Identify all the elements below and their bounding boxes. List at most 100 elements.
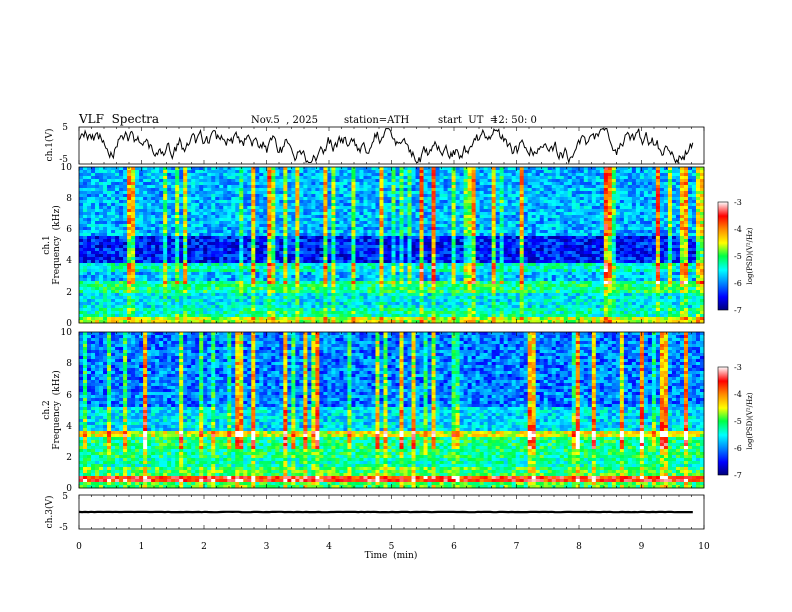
spectrogram-cell (279, 206, 284, 210)
spectrogram-cell (339, 182, 344, 186)
spectrogram-cell (463, 200, 469, 204)
spectrogram-cell (459, 257, 465, 261)
spectrogram-cell (191, 209, 196, 213)
spectrogram-cell (571, 203, 577, 207)
spectrogram-cell (355, 182, 360, 186)
spectrogram-cell (531, 245, 537, 249)
spectrogram-cell (143, 188, 148, 192)
spectrogram-cell (287, 167, 292, 171)
spectrogram-cell (627, 182, 633, 186)
spectrogram-cell (667, 170, 673, 174)
spectrogram-cell (635, 215, 641, 219)
spectrogram-cell (451, 224, 457, 228)
spectrogram-cell (647, 215, 653, 219)
spectrogram-cell (307, 230, 312, 234)
spectrogram-cell (91, 242, 96, 246)
spectrogram-cell (79, 203, 84, 207)
spectrogram-cell (359, 191, 364, 195)
spectrogram-cell (543, 194, 549, 198)
spectrogram-cell (327, 260, 332, 264)
spectrogram-cell (419, 224, 424, 228)
spectrogram-cell (535, 176, 541, 180)
spectrogram-cell (463, 254, 469, 258)
spectrogram-cell (535, 203, 541, 207)
spectrogram-cell (687, 254, 693, 258)
spectrogram-cell (143, 179, 148, 183)
spectrogram-cell (351, 212, 356, 216)
spectrogram-cell (319, 173, 324, 177)
spectrogram-cell (699, 200, 705, 204)
spectrogram-cell (487, 260, 493, 264)
spectrogram-cell (507, 239, 513, 243)
spectrogram-cell (135, 242, 140, 246)
spectrogram-cell (123, 221, 128, 225)
spectrogram-cell (595, 209, 601, 213)
spectrogram-cell (687, 251, 693, 255)
spectrogram-cell (419, 242, 424, 246)
spectrogram-cell (295, 200, 300, 204)
spectrogram-cell (347, 254, 352, 258)
spectrogram-cell (123, 170, 128, 174)
spectrogram-cell (531, 170, 537, 174)
spectrogram-cell (331, 221, 336, 225)
spectrogram-cell (315, 188, 320, 192)
spectrogram-cell (323, 191, 328, 195)
spectrogram-cell (295, 188, 300, 192)
spectrogram-cell (543, 248, 549, 252)
spectrogram-cell (555, 257, 561, 261)
spectrogram-cell (439, 224, 444, 228)
spectrogram-cell (115, 176, 120, 180)
spectrogram-cell (603, 260, 609, 264)
spectrogram-cell (535, 179, 541, 183)
spectrogram-cell (407, 260, 412, 264)
spectrogram-cell (527, 179, 533, 183)
spectrogram-cell (515, 188, 521, 192)
spectrogram-cell (651, 239, 657, 243)
spectrogram-cell (611, 242, 617, 246)
spectrogram-cell (515, 182, 521, 186)
spectrogram-cell (215, 206, 220, 210)
spectrogram-cell (327, 239, 332, 243)
spectrogram-cell (91, 254, 96, 258)
spectrogram-cell (155, 245, 160, 249)
spectrogram-cell (307, 206, 312, 210)
spectrogram-cell (147, 188, 152, 192)
spectrogram-cell (479, 257, 485, 261)
spectrogram-cell (379, 218, 384, 222)
spectrogram-cell (143, 221, 148, 225)
spectrogram-cell (411, 257, 416, 261)
spectrogram-cell (639, 257, 645, 261)
spectrogram-cell (263, 167, 268, 171)
spectrogram-cell (451, 206, 457, 210)
spectrogram-cell (359, 188, 364, 192)
spectrogram-cell (199, 173, 204, 177)
spectrogram-cell (603, 185, 609, 189)
spectrogram-cell (447, 176, 452, 180)
spectrogram-cell (539, 251, 545, 255)
spectrogram-cell (207, 215, 212, 219)
spectrogram-cell (187, 209, 192, 213)
spectrogram-cell (419, 185, 424, 189)
spectrogram-cell (91, 170, 96, 174)
spectrogram-cell (463, 227, 469, 231)
spectrogram-cell (615, 191, 621, 195)
spectrogram-cell (603, 209, 609, 213)
spectrogram-cell (547, 185, 553, 189)
spectrogram-cell (311, 176, 316, 180)
spectrogram-cell (227, 179, 232, 183)
spectrogram-cell (559, 218, 565, 222)
spectrogram-cell (203, 170, 208, 174)
spectrogram-cell (271, 224, 276, 228)
spectrogram-cell (359, 227, 364, 231)
spectrogram-cell (635, 248, 641, 252)
spectrogram-cell (235, 173, 240, 177)
spectrogram-cell (175, 254, 180, 258)
spectrogram-cell (663, 224, 669, 228)
spectrogram-cell (247, 227, 252, 231)
spectrogram-cell (351, 233, 356, 237)
spectrogram-cell (639, 176, 645, 180)
spectrogram-cell (543, 206, 549, 210)
spectrogram-cell (143, 224, 148, 228)
spectrogram-cell (355, 236, 360, 240)
spectrogram-cell (383, 194, 388, 198)
